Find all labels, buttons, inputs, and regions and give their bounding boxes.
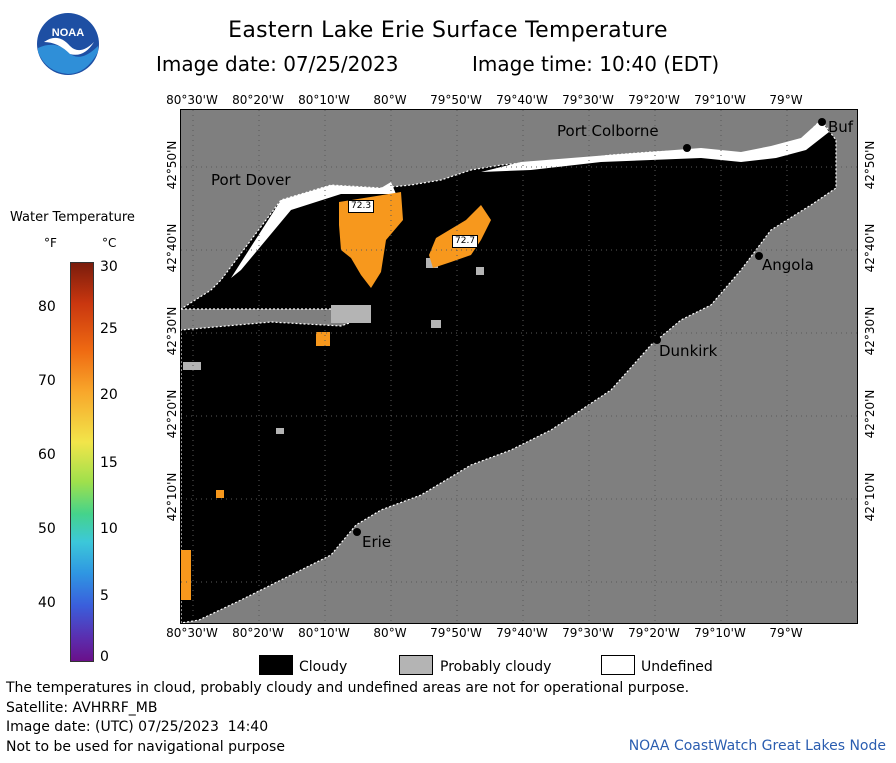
lon-tick-label: 79°30'W <box>562 626 614 640</box>
legend-color-bar <box>70 262 94 662</box>
lon-tick-label: 79°40'W <box>496 626 548 640</box>
legend-f-tick: 40 <box>38 595 56 611</box>
logo-text: NOAA <box>52 27 84 39</box>
label-port-dover: Port Dover <box>211 171 291 189</box>
lon-tick-label: 79°30'W <box>562 93 614 107</box>
key-undefined-swatch <box>601 655 635 675</box>
key-cloudy-swatch <box>259 655 293 675</box>
image-time: Image time: 10:40 (EDT) <box>472 52 720 76</box>
legend-f-tick: 80 <box>38 299 56 315</box>
lon-tick-label: 79°40'W <box>496 93 548 107</box>
image-date-utc: Image date: (UTC) 07/25/2023 14:40 <box>6 719 269 735</box>
lon-tick-label: 80°10'W <box>298 93 350 107</box>
map-frame <box>178 109 858 624</box>
legend-f-tick: 60 <box>38 447 56 463</box>
lat-tick-label: 42°50'N <box>863 140 877 190</box>
warm-water-patch-4 <box>216 490 224 498</box>
map-canvas <box>178 110 857 624</box>
disclaimer: The temperatures in cloud, probably clou… <box>6 680 690 696</box>
lon-tick-label: 80°30'W <box>166 626 218 640</box>
undefined-shore-colborne <box>481 120 829 172</box>
lon-tick-label: 80°W <box>373 626 407 640</box>
lat-tick-label: 42°40'N <box>863 223 877 273</box>
lon-tick-label: 79°W <box>769 626 803 640</box>
legend-unit-f: °F <box>44 236 57 250</box>
lat-tick-label: 42°20'N <box>165 389 179 439</box>
probably-cloudy-patch <box>431 320 441 328</box>
lon-tick-label: 79°20'W <box>628 93 680 107</box>
lon-tick-label: 80°10'W <box>298 626 350 640</box>
city-marker-angola <box>755 252 763 260</box>
city-marker-buffalo <box>818 118 826 126</box>
lat-tick-label: 42°30'N <box>165 306 179 356</box>
city-marker-dunkirk <box>653 336 661 344</box>
key-probably-cloudy-label: Probably cloudy <box>440 659 552 675</box>
legend-title: Water Temperature <box>10 210 135 225</box>
legend-f-tick: 50 <box>38 521 56 537</box>
legend-c-tick: 5 <box>100 588 109 604</box>
credit-link[interactable]: NOAA CoastWatch Great Lakes Node <box>628 738 886 754</box>
lon-tick-label: 79°10'W <box>694 626 746 640</box>
legend-c-tick: 10 <box>100 521 118 537</box>
legend-c-tick: 15 <box>100 455 118 471</box>
key-cloudy-label: Cloudy <box>299 659 348 675</box>
lat-tick-label: 42°20'N <box>863 389 877 439</box>
legend-c-tick: 30 <box>100 259 118 275</box>
probably-cloudy-patch <box>276 428 284 434</box>
lat-tick-label: 42°40'N <box>165 223 179 273</box>
warm-water-patch-5 <box>181 550 191 600</box>
label-erie: Erie <box>362 533 392 551</box>
page-title: Eastern Lake Erie Surface Temperature <box>228 18 668 43</box>
legend-c-tick: 0 <box>100 649 109 665</box>
image-date: Image date: 07/25/2023 <box>156 52 399 76</box>
probably-cloudy-patch <box>476 267 484 275</box>
label-buffalo: Buf <box>828 118 854 136</box>
satellite: Satellite: AVHRRF_MB <box>6 700 158 716</box>
lon-tick-label: 79°W <box>769 93 803 107</box>
lat-tick-label: 42°30'N <box>863 306 877 356</box>
undefined-shore <box>231 182 396 278</box>
label-dunkirk: Dunkirk <box>659 342 718 360</box>
lat-tick-label: 42°10'N <box>863 472 877 522</box>
lon-tick-label: 80°20'W <box>232 626 284 640</box>
noaa-logo: NOAA <box>36 12 100 76</box>
city-marker-port-colborne <box>683 144 691 152</box>
warm-water-patch-1 <box>339 192 403 288</box>
lon-tick-label: 80°20'W <box>232 93 284 107</box>
legend-c-tick: 20 <box>100 387 118 403</box>
lon-tick-label: 80°30'W <box>166 93 218 107</box>
label-port-colborne: Port Colborne <box>557 122 659 140</box>
key-probably-cloudy-swatch <box>399 655 433 675</box>
temperature-label: 72.7 <box>452 235 479 248</box>
navigation-warning: Not to be used for navigational purpose <box>6 739 285 755</box>
legend-f-tick: 70 <box>38 373 56 389</box>
lon-tick-label: 79°50'W <box>430 626 482 640</box>
probably-cloudy-patch <box>183 362 201 370</box>
lon-tick-label: 79°10'W <box>694 93 746 107</box>
lat-tick-label: 42°50'N <box>165 140 179 190</box>
lon-tick-label: 79°50'W <box>430 93 482 107</box>
warm-water-patch-3 <box>316 332 330 346</box>
legend-c-tick: 25 <box>100 321 118 337</box>
graticule <box>181 110 857 623</box>
legend-unit-c: °C <box>102 236 117 250</box>
probably-cloudy-patch <box>331 305 371 323</box>
city-marker-erie <box>353 528 361 536</box>
lat-tick-label: 42°10'N <box>165 472 179 522</box>
key-undefined-label: Undefined <box>641 659 713 675</box>
temperature-label: 72.3 <box>348 200 375 213</box>
lon-tick-label: 79°20'W <box>628 626 680 640</box>
label-angola: Angola <box>762 256 814 274</box>
lon-tick-label: 80°W <box>373 93 407 107</box>
